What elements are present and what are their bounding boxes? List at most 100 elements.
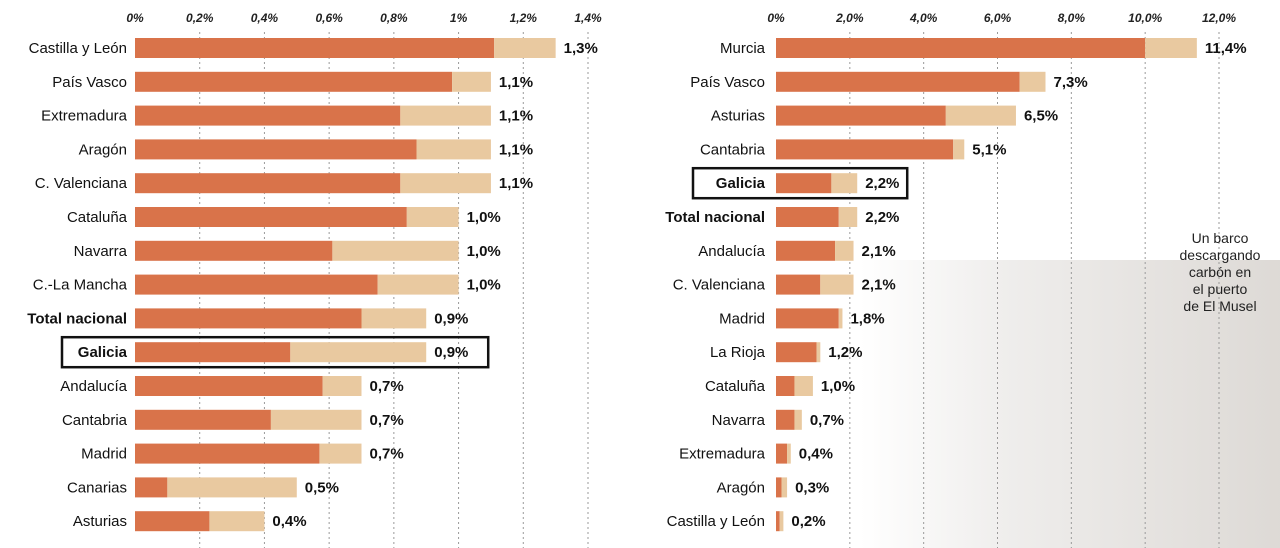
left-bar-primary-7 [135, 274, 378, 295]
right-bar-secondary-14 [779, 511, 784, 532]
left-bar-primary-0 [135, 38, 495, 58]
left-category-label-1: País Vasco [52, 74, 127, 91]
left-bar-secondary-2 [400, 105, 491, 126]
right-tick-label-3: 6,0% [984, 11, 1012, 25]
caption-line-1: Un barco [1191, 230, 1249, 246]
right-tick-label-0: 0% [767, 11, 785, 25]
left-value-label-12: 0,7% [370, 446, 404, 463]
caption-line-3: carbón en [1188, 264, 1252, 280]
left-category-label-14: Asturias [73, 513, 127, 530]
left-category-label-13: Canarias [67, 479, 127, 496]
left-value-label-6: 1,0% [467, 243, 501, 260]
right-category-label-3: Cantabria [700, 141, 766, 158]
right-bar-secondary-5 [838, 207, 858, 227]
right-bar-primary-3 [776, 139, 954, 160]
right-value-label-9: 1,2% [828, 344, 862, 361]
left-value-label-10: 0,7% [370, 378, 404, 395]
caption-line-4: el puerto [1192, 281, 1248, 297]
left-value-label-13: 0,5% [305, 479, 339, 496]
left-bar-primary-2 [135, 105, 401, 126]
caption-line-5: de El Musel [1183, 298, 1257, 314]
left-bar-secondary-9 [290, 342, 427, 363]
right-category-label-1: País Vasco [690, 74, 765, 91]
right-bar-primary-5 [776, 207, 839, 227]
left-category-label-9: Galicia [78, 344, 128, 361]
right-bar-secondary-8 [838, 308, 843, 329]
right-bar-secondary-11 [794, 409, 802, 430]
left-tick-label-5: 1% [450, 11, 468, 25]
left-category-label-2: Extremadura [41, 108, 128, 125]
left-bar-secondary-6 [332, 240, 459, 261]
left-bar-secondary-8 [361, 308, 427, 329]
left-category-label-8: Total nacional [27, 310, 127, 327]
right-value-label-5: 2,2% [865, 209, 899, 226]
left-value-label-5: 1,0% [467, 209, 501, 226]
left-bar-secondary-12 [319, 443, 362, 464]
left-bar-primary-14 [135, 511, 210, 532]
left-value-label-7: 1,0% [467, 277, 501, 294]
background-photo-port [860, 260, 1280, 548]
right-category-label-11: Navarra [712, 412, 766, 429]
right-tick-label-1: 2,0% [835, 11, 864, 25]
right-bar-primary-4 [776, 173, 832, 194]
right-value-label-7: 2,1% [862, 277, 896, 294]
left-category-label-6: Navarra [74, 243, 128, 260]
left-bar-primary-1 [135, 71, 453, 92]
left-bar-secondary-5 [406, 207, 459, 227]
left-value-label-11: 0,7% [370, 412, 404, 429]
left-tick-label-3: 0,6% [315, 11, 343, 25]
right-bar-primary-11 [776, 409, 795, 430]
left-bar-primary-6 [135, 240, 333, 261]
photo-caption: Un barco descargando carbón en el puerto… [1165, 230, 1275, 315]
left-tick-label-0: 0% [126, 11, 144, 25]
right-category-label-7: C. Valenciana [673, 277, 766, 294]
left-value-label-14: 0,4% [272, 513, 306, 530]
left-bar-secondary-14 [209, 511, 265, 532]
right-bar-primary-7 [776, 274, 821, 295]
left-bar-primary-12 [135, 443, 320, 464]
left-bar-secondary-3 [416, 139, 491, 160]
left-bar-secondary-11 [270, 409, 362, 430]
right-bar-secondary-2 [945, 105, 1016, 126]
left-value-label-2: 1,1% [499, 108, 533, 125]
right-category-label-14: Castilla y León [667, 513, 765, 530]
right-category-label-2: Asturias [711, 108, 765, 125]
right-bar-secondary-6 [835, 240, 854, 261]
left-tick-label-6: 1,2% [510, 11, 538, 25]
right-category-label-8: Madrid [719, 310, 765, 327]
right-bar-primary-8 [776, 308, 839, 329]
left-highlight-box [60, 335, 490, 369]
right-bar-secondary-10 [794, 376, 813, 396]
left-category-label-12: Madrid [81, 446, 127, 463]
right-value-label-13: 0,3% [795, 479, 829, 496]
left-bar-primary-4 [135, 173, 401, 194]
left-bar-secondary-4 [400, 173, 491, 194]
left-tick-label-1: 0,2% [186, 11, 214, 25]
right-value-label-0: 11,4% [1205, 40, 1247, 57]
right-category-label-0: Murcia [720, 40, 766, 57]
left-value-label-8: 0,9% [434, 310, 468, 327]
left-bar-primary-9 [135, 342, 291, 363]
right-value-label-4: 2,2% [865, 175, 899, 192]
left-bar-primary-10 [135, 376, 323, 396]
right-value-label-6: 2,1% [862, 243, 896, 260]
right-bar-secondary-7 [820, 274, 854, 295]
right-tick-label-2: 4,0% [909, 11, 938, 25]
right-category-label-13: Aragón [717, 479, 765, 496]
right-category-label-12: Extremadura [679, 446, 766, 463]
left-tick-label-2: 0,4% [251, 11, 279, 25]
right-category-label-4: Galicia [716, 175, 766, 192]
left-bar-secondary-10 [322, 376, 362, 396]
right-bar-secondary-3 [953, 139, 965, 160]
left-value-label-0: 1,3% [564, 40, 598, 57]
right-bar-primary-13 [776, 477, 782, 498]
left-bar-primary-3 [135, 139, 417, 160]
right-value-label-12: 0,4% [799, 446, 833, 463]
right-category-label-6: Andalucía [698, 243, 765, 260]
right-category-label-10: Cataluña [705, 378, 766, 395]
left-value-label-9: 0,9% [434, 344, 468, 361]
right-bar-secondary-4 [831, 173, 858, 194]
right-bar-secondary-13 [781, 477, 788, 498]
right-bar-primary-6 [776, 240, 836, 261]
